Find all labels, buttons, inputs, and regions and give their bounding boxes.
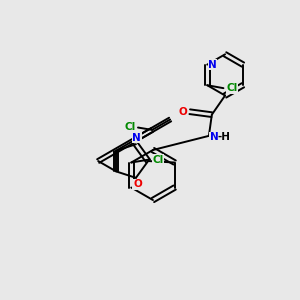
Text: O: O bbox=[133, 179, 142, 189]
Text: Cl: Cl bbox=[226, 83, 238, 93]
Text: O: O bbox=[179, 107, 188, 117]
Text: N: N bbox=[132, 133, 141, 143]
Text: Cl: Cl bbox=[124, 122, 135, 132]
Text: N: N bbox=[208, 60, 217, 70]
Text: N: N bbox=[210, 132, 219, 142]
Text: -H: -H bbox=[217, 132, 230, 142]
Text: Cl: Cl bbox=[152, 154, 164, 165]
